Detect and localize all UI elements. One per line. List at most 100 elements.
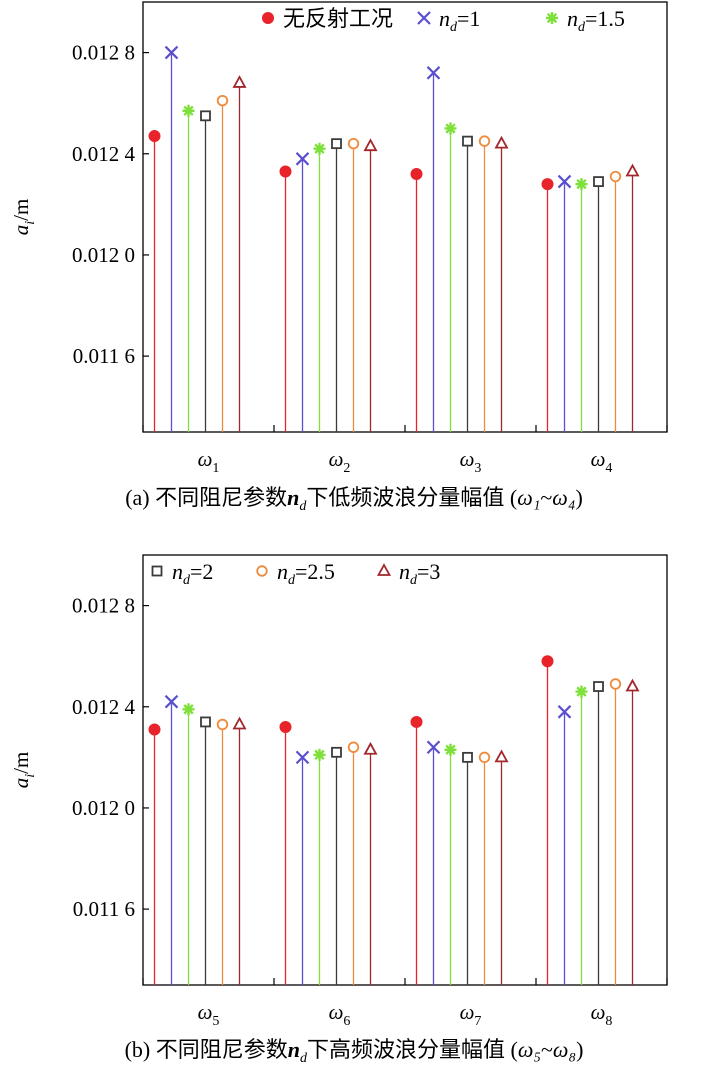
caption-subscript: d: [299, 499, 307, 514]
legend-label: nd=2: [172, 559, 213, 588]
caption-tilde: ~: [541, 1037, 553, 1062]
series-4: [216, 94, 622, 432]
marker-asterisk: [575, 685, 588, 698]
x-tick-symbol: ω: [329, 447, 344, 471]
caption-prefix: (b) 不同阻尼参数: [125, 1037, 288, 1062]
marker-cross: [557, 174, 572, 189]
marker-triangle: [363, 741, 378, 755]
caption-subscript: d: [300, 1051, 308, 1066]
marker-filled-circle: [279, 721, 292, 733]
y-axis-symbol: a: [9, 225, 33, 236]
x-tick-subscript: 3: [474, 461, 481, 476]
legend-n: n: [277, 559, 288, 584]
marker-triangle: [625, 678, 640, 692]
marker-cross: [164, 45, 179, 60]
marker-asterisk: [444, 122, 457, 135]
y-axis-unit: /m: [9, 752, 33, 774]
y-tick-label: 0.011 6: [73, 344, 135, 368]
series-1: [164, 694, 572, 985]
marker-square: [200, 110, 211, 122]
marker-open-circle: [609, 678, 622, 690]
plot-frame: [142, 1, 668, 433]
marker-asterisk: [182, 104, 195, 117]
x-tick-subscript: 6: [343, 1014, 350, 1029]
marker-triangle: [376, 563, 392, 576]
legend-name: 无反射工况: [283, 6, 393, 31]
series-0: [148, 130, 554, 432]
legend-subscript: d: [578, 20, 586, 35]
y-axis-label: ai/m: [9, 199, 38, 236]
y-axis-symbol: a: [9, 778, 33, 789]
marker-cross: [426, 66, 441, 80]
caption-mid: 下高频波浪分量幅值 (: [307, 1037, 518, 1062]
marker-filled-circle: [148, 723, 161, 736]
marker-square: [200, 716, 211, 728]
x-tick-symbol: ω: [591, 447, 606, 471]
marker-triangle: [494, 749, 509, 763]
legend-label: 无反射工况: [283, 6, 393, 31]
marker-asterisk: [575, 178, 588, 191]
marker-asterisk: [313, 142, 326, 155]
legend-subscript: d: [410, 573, 418, 588]
marker-triangle: [232, 716, 247, 730]
caption-suffix: ): [575, 485, 582, 510]
marker-asterisk: [546, 12, 558, 24]
series-3: [200, 681, 604, 985]
caption-suffix: ): [576, 1037, 583, 1062]
x-tick-label: ω5: [198, 1000, 220, 1029]
x-tick-symbol: ω: [329, 1000, 344, 1024]
marker-filled-circle: [279, 165, 292, 178]
legend-n: n: [439, 6, 450, 31]
marker-square: [151, 565, 163, 577]
marker-open-circle: [256, 565, 268, 577]
y-tick-label: 0.012 8: [72, 41, 135, 65]
marker-filled-circle: [148, 130, 161, 143]
x-tick-subscript: 8: [605, 1014, 612, 1029]
chart-panel-b: 0.011 60.012 00.012 40.012 8ai/mω5 ω6 ω7 ω8…: [9, 554, 668, 1066]
caption-n: n: [287, 485, 299, 510]
x-tick-subscript: 7: [474, 1014, 481, 1029]
marker-square: [462, 135, 473, 147]
caption-tilde: ~: [540, 485, 552, 510]
marker-open-circle: [216, 718, 229, 731]
panel-caption: (b) 不同阻尼参数nd下高频波浪分量幅值 (ω₅~ω₈): [125, 1037, 584, 1066]
x-tick-label: ω7: [460, 1000, 482, 1029]
x-tick-label: ω4: [591, 447, 613, 476]
legend-value: 1.5: [597, 6, 625, 31]
legend-value: 2.5: [307, 559, 335, 584]
series-2: [182, 104, 588, 432]
legend-n: n: [172, 559, 183, 584]
x-tick-label: ω3: [460, 447, 482, 476]
caption-range-end: ω₈: [553, 1037, 576, 1062]
y-tick-label: 0.012 8: [72, 594, 135, 618]
marker-square: [593, 176, 604, 187]
x-tick-subscript: 4: [605, 461, 612, 476]
legend-label: nd=1: [439, 6, 480, 35]
legend-value: 3: [429, 559, 440, 584]
y-axis-subscript: i: [23, 221, 38, 225]
x-tick-label: ω6: [329, 1000, 351, 1029]
legend-equals: =: [457, 6, 469, 31]
caption-range-start: ω₅: [518, 1037, 541, 1062]
legend-entry: nd=3: [376, 559, 440, 588]
legend-entry: nd=2.5: [256, 559, 335, 588]
legend-label: nd=3: [399, 559, 440, 588]
series-4: [216, 678, 622, 985]
legend-entry: nd=1.5: [546, 6, 625, 35]
marker-cross: [164, 694, 179, 709]
marker-asterisk: [313, 748, 326, 761]
series-0: [148, 655, 554, 985]
marker-filled-circle: [541, 655, 554, 668]
x-tick-subscript: 5: [212, 1014, 219, 1029]
legend-equals: =: [190, 559, 202, 584]
legend-equals: =: [417, 559, 429, 584]
legend-n: n: [399, 559, 410, 584]
legend-entry: nd=1: [417, 6, 480, 35]
x-tick-symbol: ω: [460, 1000, 475, 1024]
legend-subscript: d: [450, 20, 458, 35]
legend-label: nd=2.5: [277, 559, 335, 588]
marker-square: [331, 746, 342, 758]
x-tick-symbol: ω: [198, 1000, 213, 1024]
x-tick-subscript: 2: [343, 461, 350, 476]
marker-filled-circle: [262, 12, 274, 24]
